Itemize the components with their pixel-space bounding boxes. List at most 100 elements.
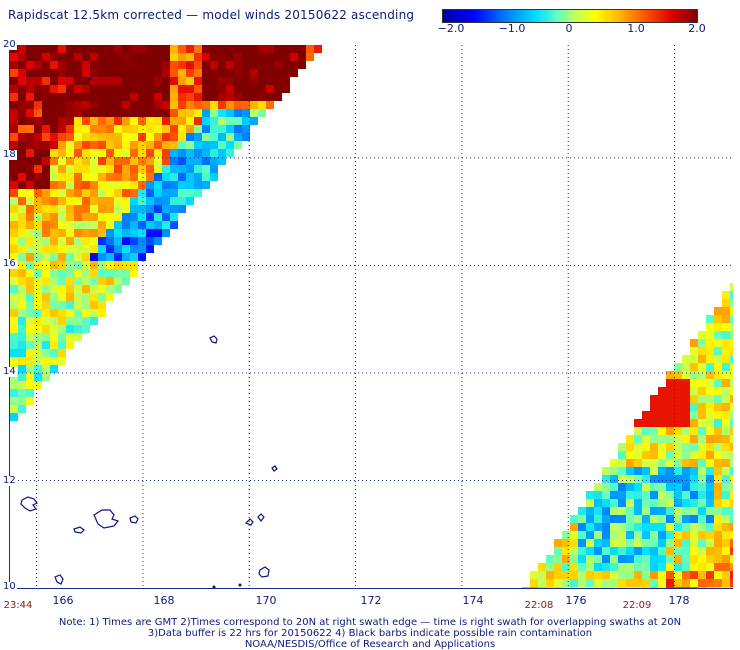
island-outline [257,513,265,522]
wind-cell [146,77,154,85]
wind-cell [658,427,666,435]
wind-cell [146,157,154,165]
wind-cell [730,587,733,588]
wind-cell [602,547,610,555]
wind-cell [130,61,138,69]
wind-cell [170,101,178,109]
wind-cell [98,157,106,165]
wind-cell [234,61,242,69]
wind-cell [258,85,266,93]
wind-cell [122,93,130,101]
wind-cell [138,165,146,173]
wind-cell [642,539,650,547]
wind-cell [730,307,733,315]
wind-cell [602,555,610,563]
wind-cell [34,93,42,101]
wind-cell [706,363,714,371]
wind-cell [18,269,26,277]
wind-cell [34,277,42,285]
wind-cell [642,443,650,451]
wind-cell [130,45,138,53]
wind-cell [18,397,26,405]
wind-cell [698,531,706,539]
wind-cell [178,205,186,213]
wind-cell [202,117,210,125]
gridlines [10,45,733,588]
wind-cell [26,253,34,261]
wind-cell [18,237,26,245]
wind-cell [690,579,698,587]
wind-cell [714,307,722,315]
wind-cell [690,371,698,379]
wind-cell [658,475,666,483]
wind-cell [122,197,130,205]
wind-cell [90,253,98,261]
wind-cell [122,221,130,229]
wind-cell [34,141,42,149]
wind-cell [146,245,154,253]
wind-cell [58,157,66,165]
wind-cell [674,483,682,491]
wind-cell [122,189,130,197]
island-outline [73,526,85,534]
wind-cell [66,69,74,77]
wind-cell [82,101,90,109]
wind-cell [698,355,706,363]
wind-cell [642,499,650,507]
wind-cell [618,523,626,531]
wind-cell [682,443,690,451]
wind-cell [674,563,682,571]
wind-cell [186,125,194,133]
wind-cell [42,373,50,381]
wind-cell [122,157,130,165]
wind-cell [82,85,90,93]
wind-cell [42,285,50,293]
wind-cell [50,277,58,285]
wind-cell [50,341,58,349]
wind-cell [674,539,682,547]
wind-cell [18,349,26,357]
wind-cell [138,229,146,237]
wind-cell [706,395,714,403]
wind-cell [26,173,34,181]
wind-cell [698,331,706,339]
wind-cell [690,419,698,427]
wind-cell [698,387,706,395]
wind-cell [34,245,42,253]
wind-cell [170,173,178,181]
wind-cell [26,133,34,141]
wind-cell [290,45,298,53]
wind-cell [10,93,18,101]
wind-cell [122,229,130,237]
wind-cell [34,365,42,373]
wind-cell [186,53,194,61]
wind-cell [74,285,82,293]
wind-cell [106,125,114,133]
wind-cell [634,475,642,483]
wind-cell [122,133,130,141]
wind-cell [226,149,234,157]
wind-cell [50,85,58,93]
wind-cell [74,301,82,309]
wind-cell [170,213,178,221]
wind-cell [130,125,138,133]
wind-cell [10,141,18,149]
wind-cell [10,325,18,333]
wind-cell [730,419,733,427]
wind-cell [90,221,98,229]
wind-cell [234,85,242,93]
wind-cell [146,69,154,77]
wind-cell [66,157,74,165]
wind-cell [682,499,690,507]
wind-cell [42,349,50,357]
wind-cell [194,45,202,53]
wind-cell [66,309,74,317]
wind-cell [194,141,202,149]
wind-cell [730,571,733,579]
wind-cell [218,61,226,69]
wind-cell [210,157,218,165]
wind-cell [730,411,733,419]
wind-cell [714,411,722,419]
wind-cell [74,133,82,141]
wind-cell [730,435,733,443]
